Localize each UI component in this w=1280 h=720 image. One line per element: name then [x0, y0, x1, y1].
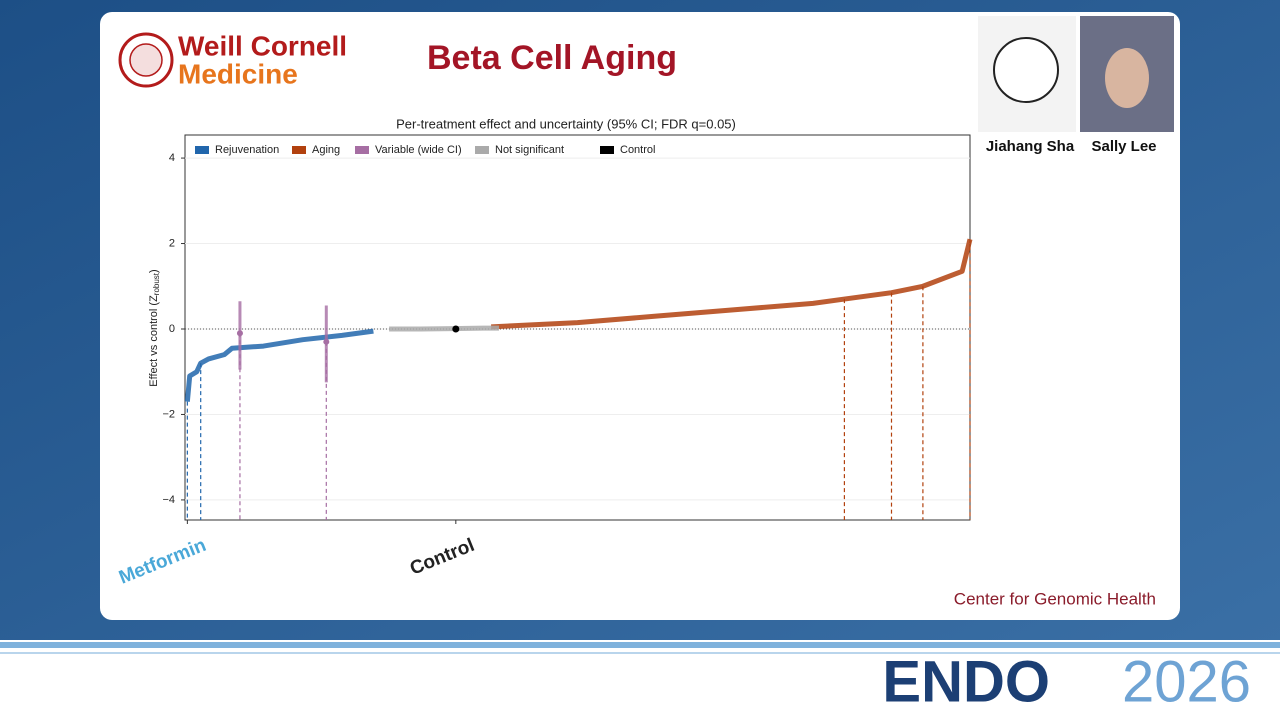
- legend-swatch: [355, 146, 369, 154]
- y-tick-label: 4: [169, 152, 175, 164]
- y-tick-label: −2: [162, 408, 175, 420]
- conference-year: 2026: [1122, 649, 1251, 714]
- presenter-photo: [1105, 48, 1149, 108]
- plot-frame: [184, 134, 971, 521]
- legend-label: Aging: [312, 144, 340, 156]
- legend-label: Control: [620, 144, 655, 156]
- chart-title: Per-treatment effect and uncertainty (95…: [396, 116, 736, 131]
- strip-line: [0, 642, 1280, 648]
- logo-text: Medicine: [178, 58, 298, 89]
- legend-swatch: [475, 146, 489, 154]
- legend-label: Not significant: [495, 144, 564, 156]
- y-tick-label: 2: [169, 237, 175, 249]
- effect-line: [491, 238, 973, 330]
- y-label-part: ): [148, 269, 160, 273]
- legend-label: Variable (wide CI): [375, 144, 462, 156]
- y-axis-label: Effect vs control (Zrobust): [148, 269, 161, 386]
- control-point: [452, 325, 460, 333]
- slide-title: Beta Cell Aging: [427, 39, 677, 77]
- legend-swatch: [600, 146, 614, 154]
- legend-swatch: [195, 146, 209, 154]
- effect-line: [389, 325, 499, 332]
- point: [323, 338, 330, 345]
- logo-text: Weill Cornell: [178, 30, 347, 61]
- legend-label: Rejuvenation: [215, 144, 279, 156]
- presenter-name: Jiahang Sha: [986, 138, 1075, 155]
- logo-seal: [129, 43, 163, 77]
- presenter-photo: [993, 37, 1059, 103]
- conference-name: ENDO: [882, 649, 1050, 714]
- footer-text: Center for Genomic Health: [954, 589, 1156, 608]
- y-label-part: Effect vs control (Z: [148, 295, 160, 387]
- y-tick-label: −4: [162, 494, 175, 506]
- point: [236, 330, 243, 337]
- presenter-name: Sally Lee: [1091, 138, 1156, 155]
- logo-seal: [118, 32, 174, 88]
- y-label-sub: robust: [152, 272, 161, 295]
- effect-line: [184, 328, 374, 402]
- legend-swatch: [292, 146, 306, 154]
- y-tick-label: 0: [169, 323, 175, 335]
- strip-line: [0, 652, 1280, 654]
